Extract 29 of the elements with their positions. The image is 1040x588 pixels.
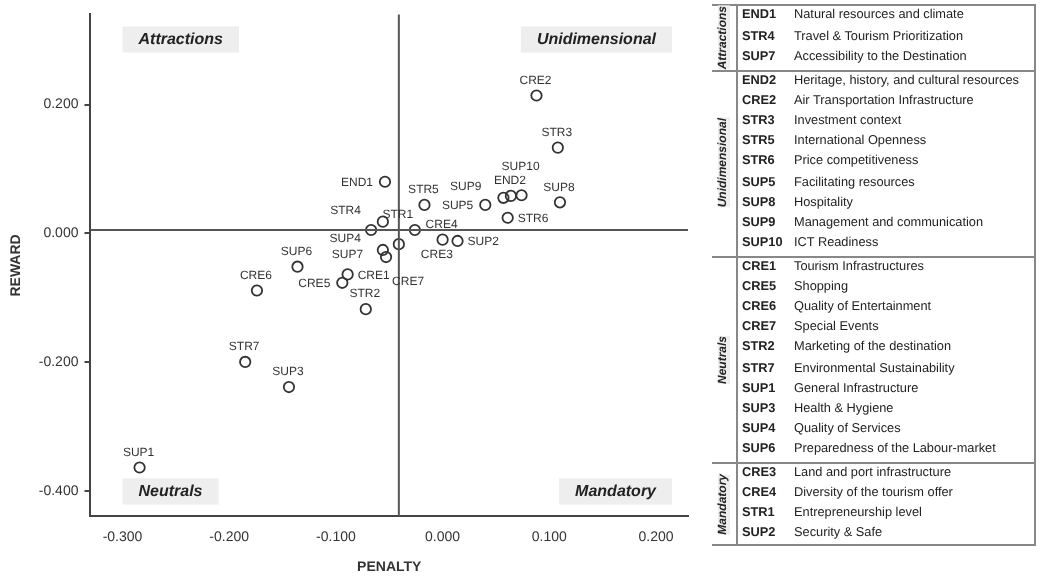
point [365,223,378,237]
point [418,198,431,211]
point [336,276,349,289]
point [479,198,492,211]
point [376,243,389,257]
point [497,191,510,204]
point [282,380,296,394]
point [451,234,464,248]
point [515,189,528,202]
annotation: Mandatory [575,481,658,500]
annotation: Unidimensional [536,29,658,48]
point [436,233,449,246]
annotation: Attractions [136,29,225,48]
point [530,89,543,102]
point [291,260,304,273]
point [239,355,252,369]
point [551,141,564,154]
point [504,189,517,202]
point [359,303,372,316]
point [392,238,405,251]
point [133,461,146,474]
point [341,268,354,281]
point [378,175,392,188]
point [553,196,567,209]
annotation: Neutrals [138,481,204,500]
point [408,223,421,237]
point [250,284,264,297]
point [379,250,393,264]
point [501,211,514,224]
